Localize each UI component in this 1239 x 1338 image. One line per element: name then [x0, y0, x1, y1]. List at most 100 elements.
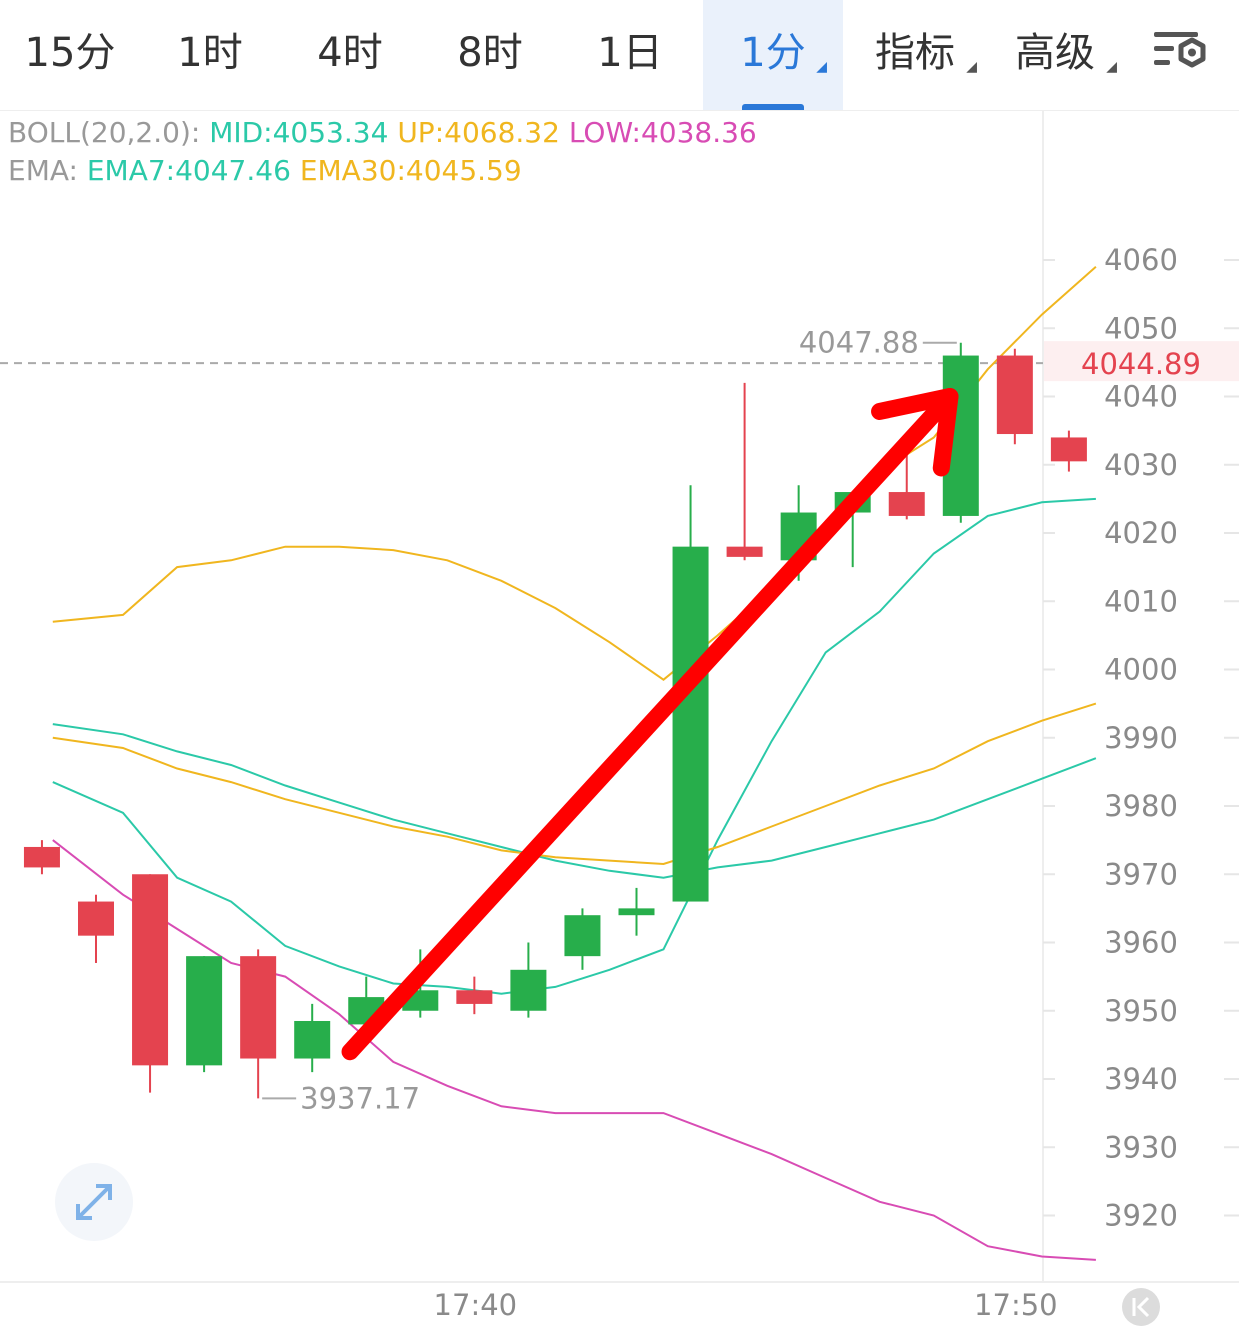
tab-label: 1时: [177, 30, 243, 76]
candle-body: [78, 901, 114, 936]
y-tick-label: 4000: [1104, 653, 1178, 687]
boll-mid-value: MID:4053.34: [209, 116, 389, 149]
boll-low-value: LOW:4038.36: [568, 116, 757, 149]
ema7-value: EMA7:4047.46: [86, 154, 291, 187]
y-tick-label: 4030: [1104, 448, 1178, 482]
boll-label: BOLL(20,2.0):: [8, 116, 201, 149]
candles: [23, 342, 1087, 1099]
tab-label: 4时: [317, 30, 383, 76]
dropdown-triangle-icon: ◢: [1106, 59, 1117, 75]
ema30-value: EMA30:4045.59: [299, 154, 522, 187]
ema-indicator-line: EMA: EMA7:4047.46 EMA30:4045.59: [8, 154, 522, 188]
candle: [456, 976, 493, 1015]
y-tick-label: 4050: [1104, 311, 1178, 345]
line-low: [52, 839, 1096, 1261]
y-tick-label: 3980: [1104, 789, 1178, 823]
high-price-label: 4047.88: [799, 326, 919, 360]
tab-advanced[interactable]: 高级 ◢: [985, 0, 1125, 110]
candle: [78, 894, 114, 963]
candle: [132, 874, 169, 1093]
boll-indicator-line: BOLL(20,2.0): MID:4053.34 UP:4068.32 LOW…: [8, 116, 757, 150]
next-indicator-strip: [0, 1328, 1239, 1338]
y-tick-label: 3960: [1104, 926, 1178, 960]
y-tick-label: 4040: [1104, 380, 1178, 414]
candle: [510, 942, 547, 1018]
trend-arrow-annotation: [341, 388, 959, 1061]
tab-label: 1分: [740, 30, 806, 76]
dropdown-triangle-icon: ◢: [816, 59, 827, 75]
candle-body: [996, 355, 1033, 435]
candle: [564, 908, 601, 970]
tab-1m[interactable]: 1分 ◢: [703, 0, 843, 110]
boll-up-value: UP:4068.32: [397, 116, 560, 149]
candle-body: [888, 492, 925, 516]
candle-body: [456, 990, 493, 1004]
candle-body: [132, 874, 169, 1066]
candle: [240, 949, 277, 1099]
x-tick-label: 17:50: [974, 1288, 1058, 1322]
tab-indicators[interactable]: 指标 ◢: [845, 0, 985, 110]
candle-body: [294, 1020, 331, 1059]
low-price-label: 3937.17: [300, 1081, 420, 1115]
candle: [618, 887, 655, 936]
tab-label: 8时: [457, 30, 523, 76]
y-tick-label: 4020: [1104, 516, 1178, 550]
x-tick-label: 17:40: [434, 1288, 518, 1322]
y-grid: [1043, 259, 1239, 1217]
candle: [1050, 430, 1087, 472]
candle-body: [618, 908, 655, 916]
candle-body: [564, 915, 601, 957]
high-low-labels: 4047.88 3937.17: [262, 326, 957, 1115]
candle: [294, 1003, 331, 1073]
ema-label: EMA:: [8, 154, 78, 187]
candle-body: [23, 846, 60, 868]
scroll-back-icon[interactable]: [1122, 1288, 1160, 1326]
candle: [726, 382, 763, 561]
y-tick-label: 3990: [1104, 721, 1178, 755]
candle-body: [510, 969, 547, 1011]
candle-body: [672, 546, 709, 902]
y-axis-labels: 4060 4050 4040 4030 4020 4010 4000 3990 3980 3970…: [1104, 243, 1178, 1233]
y-tick-label: 3930: [1104, 1130, 1178, 1164]
timeframe-tabbar: 15分 1时 4时 8时 1日 1分 ◢ 指标 ◢ 高级 ◢: [0, 0, 1239, 111]
candle-body: [240, 956, 277, 1059]
tab-4h[interactable]: 4时: [280, 0, 420, 110]
fullscreen-arrows-icon: [76, 1184, 112, 1220]
tab-1d[interactable]: 1日: [560, 0, 700, 110]
candle-body: [186, 956, 223, 1066]
y-tick-label: 3950: [1104, 994, 1178, 1028]
y-tick-label: 3940: [1104, 1062, 1178, 1096]
current-price-tag: [1044, 341, 1239, 382]
candle: [996, 348, 1033, 445]
expand-chart-button[interactable]: [55, 1163, 133, 1241]
tab-8h[interactable]: 8时: [420, 0, 560, 110]
y-tick-label: 4010: [1104, 584, 1178, 618]
candle-body: [1050, 437, 1087, 462]
arrow-shaft: [341, 388, 959, 1061]
tab-1h[interactable]: 1时: [140, 0, 280, 110]
active-tab-underline: [742, 104, 804, 110]
y-tick-label: 3920: [1104, 1199, 1178, 1233]
candle: [672, 485, 709, 902]
y-tick-label: 3970: [1104, 857, 1178, 891]
line-ema30: [52, 702, 1097, 866]
candle-body: [726, 546, 763, 557]
x-axis-labels: 17:40 17:50: [434, 1288, 1058, 1322]
y-tick-label: 4060: [1104, 243, 1178, 277]
current-price-label: 4044.89: [1081, 347, 1201, 381]
tab-label: 1日: [597, 30, 663, 76]
candle: [186, 956, 223, 1073]
arrow-head: [871, 388, 959, 477]
dropdown-triangle-icon: ◢: [966, 59, 977, 75]
tab-15m[interactable]: 15分: [0, 0, 140, 110]
line-up: [52, 266, 1097, 681]
candle: [23, 840, 60, 875]
settings-gear-icon[interactable]: [1150, 28, 1214, 80]
indicator-lines: [52, 266, 1097, 1261]
line-ema7: [52, 497, 1096, 995]
tab-label: 指标: [875, 30, 955, 76]
tab-label: 15分: [24, 30, 116, 76]
candle: [888, 444, 925, 520]
line-mid: [52, 723, 1097, 879]
